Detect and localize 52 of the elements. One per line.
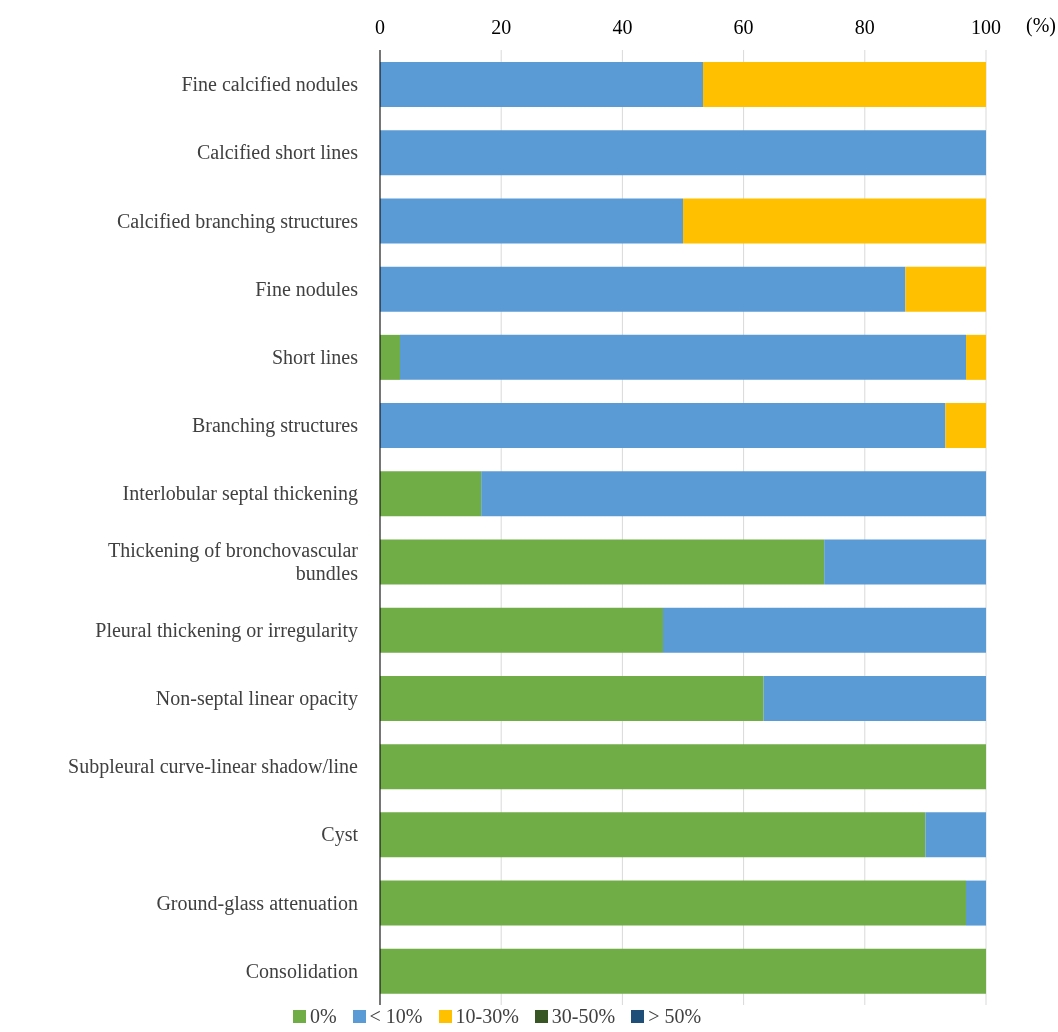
bar — [380, 539, 825, 585]
bar — [663, 607, 986, 653]
x-tick-label: 0 — [375, 16, 385, 38]
bar — [400, 334, 966, 380]
y-tick-label: Fine calcified nodules — [181, 73, 359, 96]
bar — [966, 880, 986, 926]
x-axis-title: (%) — [1026, 14, 1056, 37]
y-tick-label: Cyst — [321, 823, 359, 847]
bar — [703, 62, 986, 107]
legend-label: 30-50% — [550, 1005, 616, 1028]
bar — [380, 675, 764, 721]
y-tick-label: Branching structures — [191, 414, 359, 438]
bar — [763, 675, 986, 721]
bar — [380, 198, 683, 244]
x-tick-label: 40 — [612, 16, 633, 38]
y-tick-label: Consolidation — [245, 959, 358, 982]
bar — [925, 812, 986, 858]
bar — [380, 471, 482, 517]
y-tick-label: Thickening of bronchovascular bundles — [108, 539, 359, 585]
y-tick-label: Calcified short lines — [196, 141, 359, 164]
bar — [380, 880, 966, 926]
bar — [945, 403, 986, 449]
bar — [683, 198, 986, 244]
bar — [380, 334, 400, 380]
legend-label: 10-30% — [454, 1005, 519, 1028]
x-tick-label: 60 — [733, 16, 754, 38]
bar — [380, 62, 703, 107]
y-tick-label: Calcified branching structures — [116, 209, 359, 233]
x-tick-label: 20 — [491, 16, 512, 38]
y-tick-label: Non-septal linear opacity — [155, 687, 358, 711]
legend-label: < 10% — [368, 1005, 423, 1028]
bar — [380, 266, 906, 312]
bar — [380, 948, 986, 994]
legend-label: > 50% — [647, 1005, 702, 1028]
legend-label: 0% — [308, 1005, 337, 1028]
bar — [966, 334, 986, 380]
bar — [481, 471, 986, 517]
x-tick-label: 80 — [854, 16, 875, 38]
x-tick-label: 100 — [971, 16, 1001, 38]
bar — [380, 403, 946, 449]
bar — [824, 539, 986, 585]
bar — [380, 744, 986, 790]
y-tick-label: Interlobular septal thickening — [122, 482, 358, 506]
y-tick-label: Short lines — [271, 345, 359, 368]
bar — [380, 812, 926, 858]
y-tick-label: Pleural thickening or irregularity — [95, 618, 358, 642]
bar — [380, 607, 663, 653]
bar — [380, 130, 986, 176]
y-tick-label: Ground-glass attenuation — [156, 891, 358, 915]
bar — [905, 266, 986, 312]
y-tick-label: Fine nodules — [255, 277, 359, 300]
y-tick-label: Subpleural curve-linear shadow/line — [68, 755, 359, 779]
